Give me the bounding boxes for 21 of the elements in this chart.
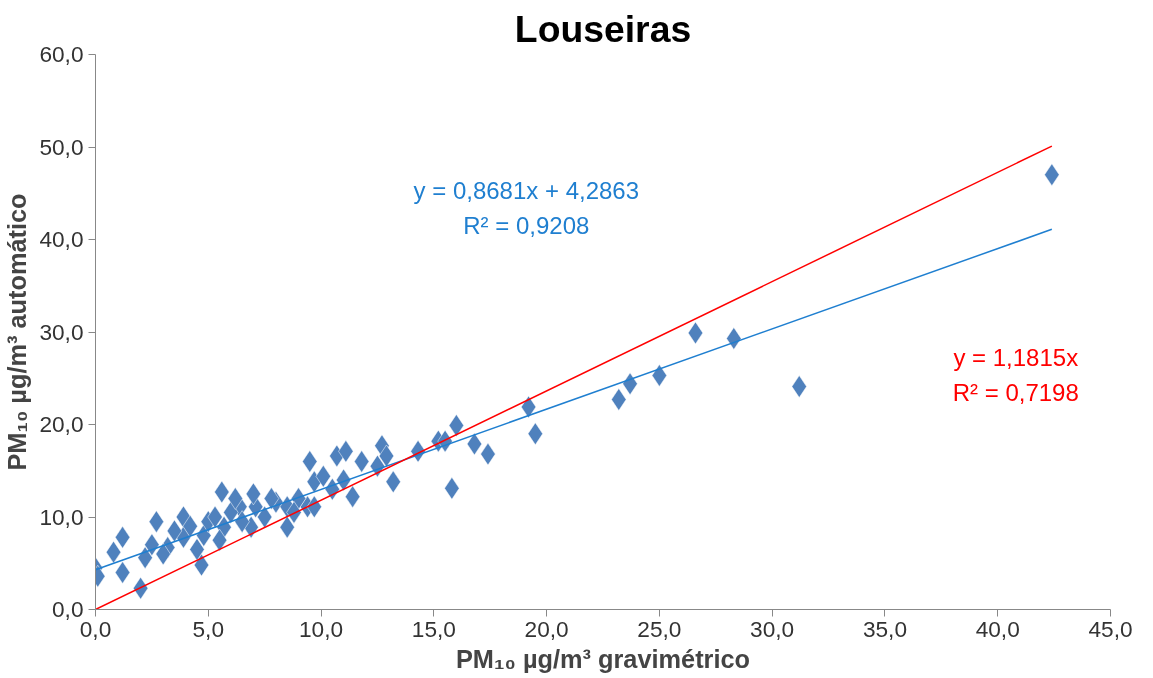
x-tick-label: 30,0	[750, 615, 795, 642]
x-tick-label: 5,0	[192, 615, 225, 642]
y-tick-label: 10,0	[39, 503, 84, 530]
chart-title: Louseiras	[514, 7, 692, 50]
x-tick-label: 25,0	[637, 615, 682, 642]
x-tick-label: 40,0	[975, 615, 1020, 642]
y-tick-label: 30,0	[39, 318, 84, 345]
y-tick-label: 60,0	[39, 41, 84, 67]
y-tick-label: 20,0	[39, 411, 84, 437]
y-axis-title: PM₁₀ µg/m³ automático	[3, 193, 32, 471]
y-tick-label: 0,0	[52, 596, 84, 622]
x-axis-title: PM₁₀ µg/m³ gravimétrico	[455, 644, 751, 673]
annotation: y = 1,1815x R² = 0,7198	[952, 343, 1079, 406]
x-tick-label: 10,0	[299, 615, 344, 642]
y-tick-label: 40,0	[39, 226, 84, 252]
x-tick-label: 35,0	[862, 615, 908, 642]
x-tick-label: 20,0	[524, 615, 569, 642]
annotation: y = 0,8681x + 4,2863 R² = 0,9208	[413, 177, 640, 240]
x-tick-label: 15,0	[411, 615, 456, 642]
x-tick-label: 45,0	[1088, 615, 1133, 642]
y-tick-label: 50,0	[39, 133, 84, 160]
